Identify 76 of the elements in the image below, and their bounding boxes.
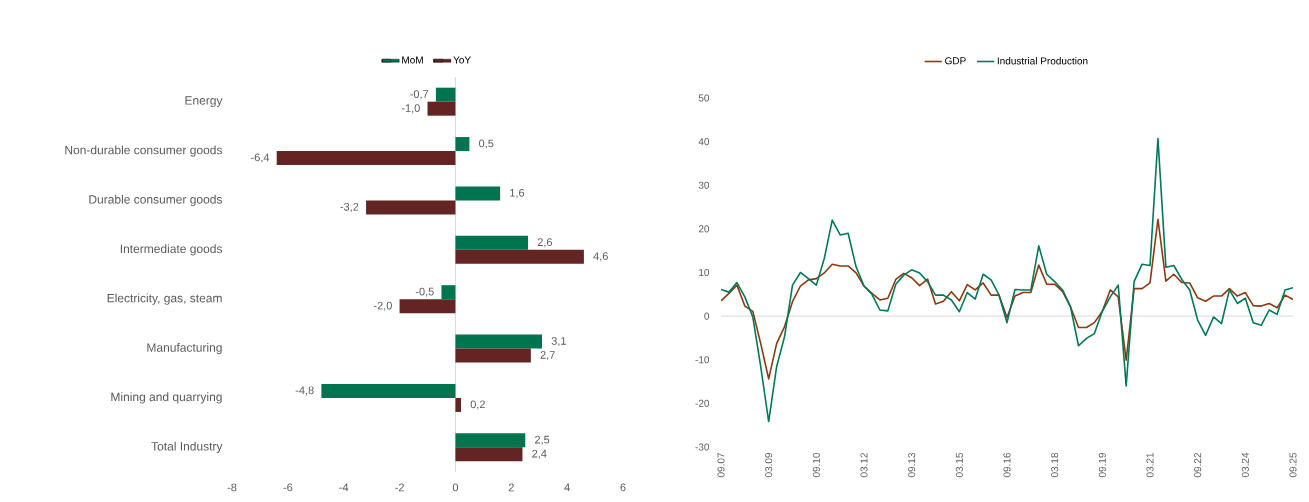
x-tick-label: 03.21 — [1146, 453, 1154, 478]
y-tick-label: Manufacturing — [147, 342, 222, 355]
y-tick-label: 50 — [698, 94, 710, 102]
y-tick-label: Intermediate goods — [120, 244, 223, 256]
bar — [455, 348, 531, 363]
x-tick-label: -4 — [339, 483, 349, 492]
x-tick-label: -8 — [227, 483, 237, 492]
y-tick-label: Non-durable consumer goods — [65, 145, 222, 157]
data-label: 2,5 — [535, 435, 550, 445]
y-tick-label: 40 — [698, 138, 710, 146]
x-tick-label: 09.22 — [1194, 453, 1202, 478]
bar — [455, 334, 543, 349]
data-label: 2,4 — [532, 449, 547, 459]
x-tick-label: 03.15 — [955, 452, 963, 478]
bar — [455, 433, 526, 448]
data-label: -0,7 — [410, 90, 429, 100]
data-label: -1,0 — [401, 104, 420, 114]
data-label: 2,6 — [537, 238, 553, 248]
bar — [455, 447, 523, 462]
x-tick-label: 09.10 — [812, 452, 820, 478]
y-tick-label: 30 — [698, 181, 710, 189]
bar — [455, 235, 529, 250]
x-tick-label: 03.12 — [860, 453, 868, 478]
x-tick-label: 09.19 — [1098, 452, 1106, 478]
y-tick-label: Durable consumer goods — [89, 194, 223, 207]
data-label: 4,6 — [593, 252, 608, 262]
bar — [455, 249, 584, 264]
y-tick-label: -30 — [695, 443, 710, 451]
legend-label: YoY — [453, 56, 471, 64]
y-tick-label: Mining and quarrying — [111, 392, 222, 404]
data-label: 1,6 — [510, 188, 525, 198]
bar — [455, 397, 462, 412]
data-label: 2,7 — [540, 351, 555, 361]
bar — [455, 186, 501, 201]
bar — [366, 200, 456, 215]
x-tick-label: 09.07 — [717, 453, 725, 478]
x-tick-label: 6 — [620, 483, 626, 492]
data-label: 3,1 — [551, 337, 566, 347]
x-tick-label: 0 — [452, 483, 459, 492]
x-tick-label: 4 — [564, 483, 570, 492]
x-tick-label: 03.18 — [1051, 452, 1059, 478]
bar — [276, 151, 456, 166]
y-tick-label: Energy — [185, 96, 223, 108]
data-label: -2,0 — [373, 301, 392, 311]
line-series — [721, 218, 1293, 380]
x-tick-label: 09.16 — [1003, 452, 1011, 478]
x-tick-label: -2 — [395, 483, 404, 492]
y-tick-label: 20 — [698, 225, 710, 233]
y-tick-label: Electricity, gas, steam — [107, 293, 222, 305]
x-tick-label: 09.25 — [1289, 452, 1297, 478]
legend-label: GDP — [945, 57, 966, 65]
bar — [441, 285, 456, 300]
bar — [399, 299, 456, 314]
bar — [321, 383, 456, 398]
x-tick-label: 09.13 — [908, 452, 916, 478]
y-tick-label: -10 — [695, 356, 710, 364]
y-tick-label: 0 — [704, 312, 710, 320]
data-label: -0,5 — [415, 287, 434, 297]
bar — [455, 137, 470, 152]
bar — [427, 101, 456, 116]
data-label: 0,5 — [479, 139, 494, 149]
bar — [435, 87, 456, 102]
y-tick-label: Total Industry — [151, 441, 223, 453]
x-tick-label: 03.09 — [765, 452, 773, 478]
x-tick-label: 2 — [508, 483, 514, 492]
legend-label: Industrial Production — [997, 57, 1088, 65]
y-tick-label: 10 — [699, 268, 710, 277]
data-label: 0,2 — [470, 400, 485, 410]
data-label: -4,8 — [295, 386, 314, 396]
line-series — [721, 137, 1293, 423]
x-tick-label: -6 — [283, 483, 293, 492]
data-label: -3,2 — [340, 202, 359, 212]
data-label: -6,4 — [251, 153, 270, 163]
legend-label: MoM — [402, 56, 423, 64]
y-tick-label: -20 — [695, 399, 710, 407]
x-tick-label: 03.24 — [1241, 452, 1249, 478]
